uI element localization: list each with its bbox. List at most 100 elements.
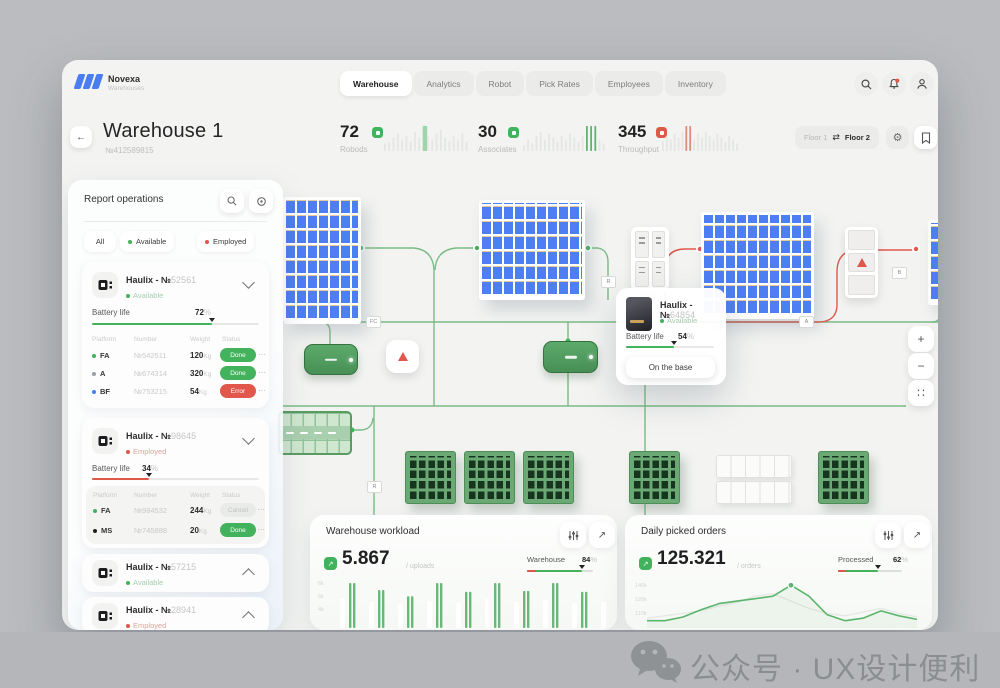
tab-employees[interactable]: Employees bbox=[594, 71, 663, 96]
expand-button[interactable]: ↗ bbox=[589, 522, 615, 548]
tab-inventory[interactable]: Inventory bbox=[664, 71, 726, 96]
table-row[interactable]: BF №753215 54Kg Error ⋯ bbox=[82, 384, 269, 401]
stat-throughput-badge bbox=[656, 127, 667, 138]
status-badge: Done bbox=[220, 523, 256, 537]
shelf-section bbox=[848, 230, 875, 250]
table-row[interactable]: MS №745888 20Kg Done ⋯ bbox=[86, 523, 265, 540]
panel-title: Report operations bbox=[84, 194, 164, 205]
filter-button[interactable] bbox=[875, 522, 901, 548]
back-button[interactable]: ← bbox=[70, 126, 92, 148]
stat-associates-badge bbox=[508, 127, 519, 138]
chevron-down-icon[interactable] bbox=[242, 276, 255, 289]
chevron-up-icon[interactable] bbox=[242, 611, 255, 624]
status-dot bbox=[660, 318, 664, 323]
row-menu-icon[interactable]: ⋯ bbox=[257, 505, 266, 514]
search-button[interactable] bbox=[854, 72, 878, 96]
tab-analytics[interactable]: Analytics bbox=[413, 71, 474, 96]
path-tag: B bbox=[892, 267, 907, 279]
robot-icon bbox=[92, 603, 118, 629]
table-row[interactable]: FA №984532 244Kg Cancel ⋯ bbox=[86, 503, 265, 520]
svg-text:120k: 120k bbox=[635, 597, 647, 603]
popup-status: Available bbox=[667, 316, 698, 325]
grid-view-button[interactable]: ∷ bbox=[908, 380, 934, 406]
brand-logo-icon bbox=[73, 74, 104, 94]
cell-platform: A bbox=[100, 369, 106, 378]
filter-label: Employed bbox=[213, 237, 247, 246]
uploads-badge-icon: ↗ bbox=[324, 557, 337, 570]
floor-switcher[interactable]: Floor 1 ⇄ Floor 2 bbox=[795, 126, 879, 149]
panel-search-button[interactable] bbox=[220, 189, 244, 213]
tab-label: Warehouse bbox=[353, 78, 399, 89]
bookmark-icon bbox=[921, 131, 930, 144]
row-menu-icon[interactable]: ⋯ bbox=[258, 368, 267, 377]
pallet-rack bbox=[629, 451, 680, 504]
watermark-band: 公众号 · UX设计便利店 bbox=[0, 632, 1000, 688]
stat-throughput-label: Throughput bbox=[618, 145, 659, 154]
robot-card[interactable]: Haulix - №57215 Available bbox=[82, 554, 269, 592]
robot-icon bbox=[92, 428, 118, 454]
floor-2-label[interactable]: Floor 2 bbox=[844, 133, 870, 142]
profile-button[interactable] bbox=[910, 72, 934, 96]
cell-weight: 320 bbox=[190, 369, 204, 378]
col-platform: Platform bbox=[92, 336, 117, 343]
expand-button[interactable]: ↗ bbox=[904, 522, 930, 548]
col-weight: Weight bbox=[190, 336, 211, 343]
table-row[interactable]: A №674314 320Kg Done ⋯ bbox=[82, 366, 269, 383]
cell-weight: 20 bbox=[190, 526, 199, 535]
robot-popup: Haulix - №64854 Available Battery life 5… bbox=[616, 288, 726, 385]
orders-line-chart: 140k 120k 110k bbox=[635, 581, 918, 628]
robot-card[interactable]: Haulix - №52561 Available Battery life 7… bbox=[82, 262, 269, 408]
brand-subtitle: Warehouses bbox=[108, 85, 145, 92]
chevron-down-icon[interactable] bbox=[242, 432, 255, 445]
pallet-rack bbox=[523, 451, 574, 504]
tab-label: Analytics bbox=[426, 78, 461, 89]
table-row[interactable]: FA №542511 120Kg Done ⋯ bbox=[82, 348, 269, 365]
gauge-bar[interactable] bbox=[838, 565, 902, 572]
back-arrow-icon: ← bbox=[76, 131, 86, 143]
app-window: FC A R R B + − ∷ Haulix - №64854 Available B… bbox=[62, 60, 938, 630]
row-menu-icon[interactable]: ⋯ bbox=[258, 386, 267, 395]
brand-name: Novexa bbox=[108, 74, 141, 84]
notifications-button[interactable] bbox=[882, 72, 906, 96]
bookmark-button[interactable] bbox=[914, 126, 937, 149]
row-menu-icon[interactable]: ⋯ bbox=[258, 350, 267, 359]
panel-locate-button[interactable] bbox=[249, 189, 273, 213]
filter-available[interactable]: Available bbox=[120, 231, 175, 252]
map-settings-button[interactable]: ⚙ bbox=[886, 126, 909, 149]
robot-card[interactable]: Haulix - №98645 Employed Battery life 34… bbox=[82, 418, 269, 548]
divider bbox=[84, 221, 267, 222]
col-platform: Platform bbox=[93, 492, 118, 499]
gauge-bar[interactable] bbox=[527, 565, 593, 572]
floor-1-label[interactable]: Floor 1 bbox=[804, 133, 828, 142]
robods-sparkline bbox=[384, 125, 468, 151]
status-dot bbox=[128, 239, 132, 244]
filter-employed[interactable]: Employed bbox=[197, 231, 255, 252]
warning-tile[interactable] bbox=[386, 340, 419, 373]
robot-card[interactable]: Haulix - №28941 Employed bbox=[82, 597, 269, 630]
filter-button[interactable] bbox=[560, 522, 586, 548]
bell-icon bbox=[889, 78, 900, 89]
tab-pick-rates[interactable]: Pick Rates bbox=[526, 71, 593, 96]
cell-platform: FA bbox=[101, 506, 111, 515]
row-menu-icon[interactable]: ⋯ bbox=[257, 525, 266, 534]
col-status: Status bbox=[222, 336, 241, 343]
swap-floors-icon: ⇄ bbox=[832, 132, 840, 142]
filter-all[interactable]: All bbox=[84, 231, 116, 252]
chevron-up-icon[interactable] bbox=[242, 568, 255, 581]
cell-number: №984532 bbox=[134, 506, 168, 515]
drawer-module bbox=[631, 227, 669, 291]
path-tag: A bbox=[799, 316, 814, 328]
search-icon bbox=[227, 196, 237, 206]
robot-marker[interactable] bbox=[304, 344, 358, 375]
tab-robot[interactable]: Robot bbox=[475, 71, 525, 96]
robot-marker[interactable] bbox=[543, 341, 598, 373]
on-the-base-button[interactable]: On the base bbox=[626, 357, 715, 378]
svg-text:110k: 110k bbox=[635, 611, 647, 617]
tab-warehouse[interactable]: Warehouse bbox=[340, 71, 412, 96]
zoom-in-button[interactable]: + bbox=[908, 326, 934, 352]
shelf-with-alert[interactable] bbox=[845, 227, 878, 298]
robot-name: Haulix - № bbox=[126, 431, 172, 441]
robot-name: Haulix - № bbox=[126, 275, 172, 285]
zoom-out-button[interactable]: − bbox=[908, 353, 934, 379]
